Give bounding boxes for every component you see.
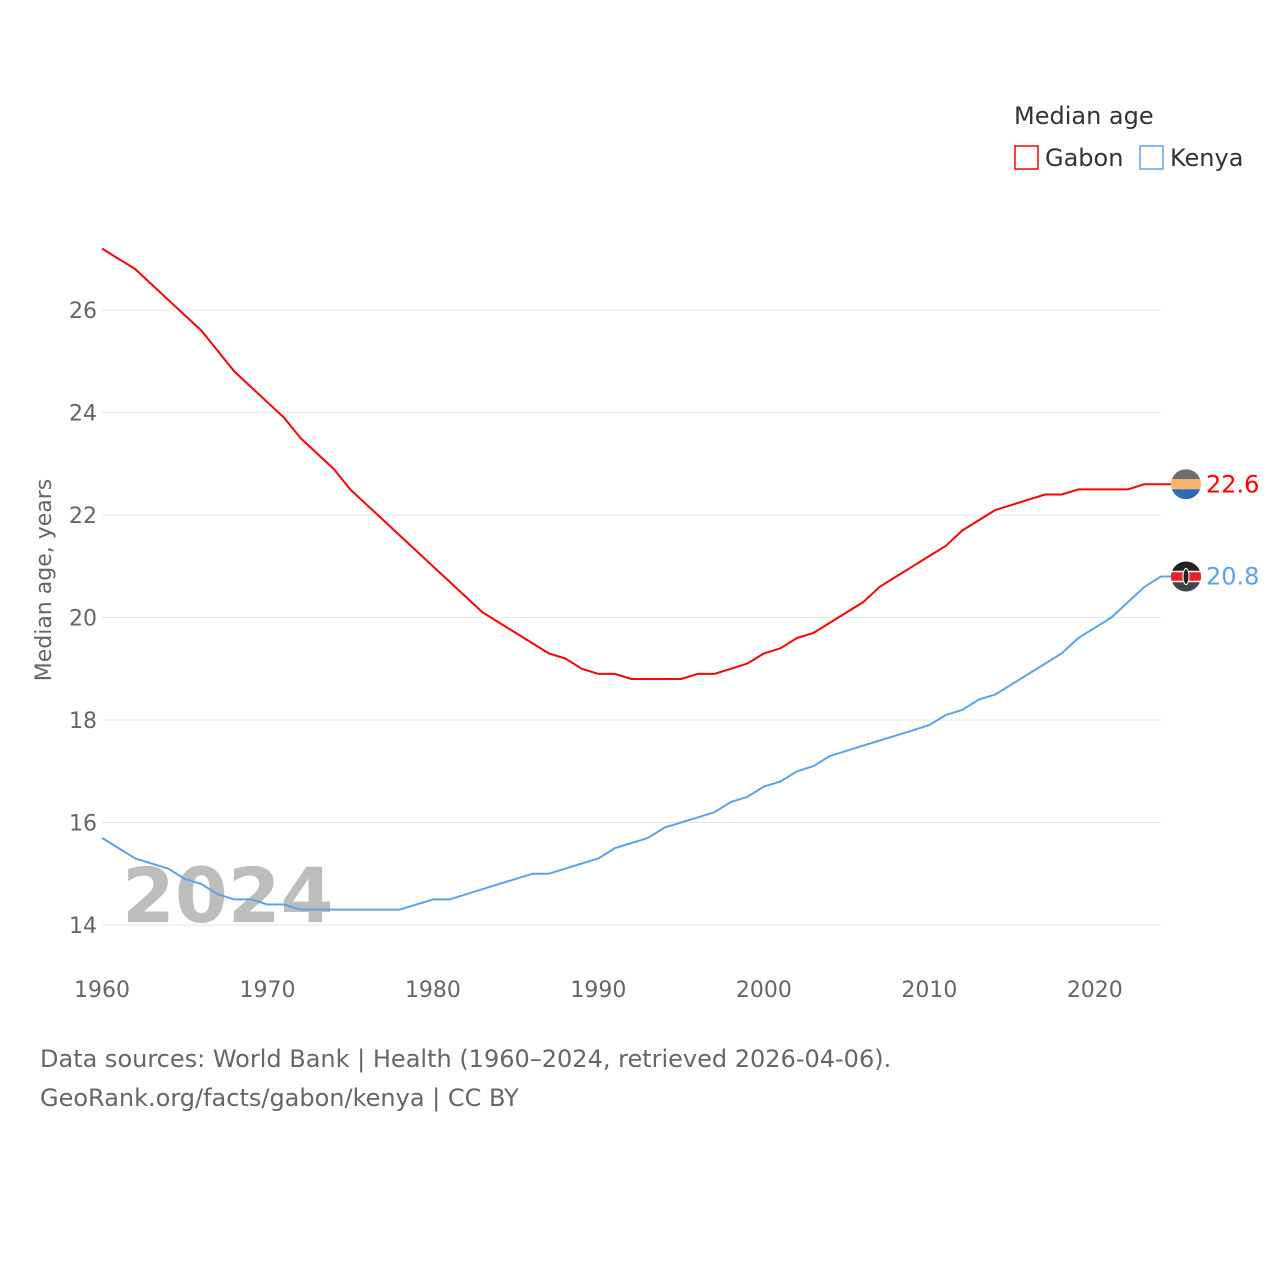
series-line-gabon[interactable] bbox=[101, 247, 1161, 680]
y-axis-label: Median age, years bbox=[32, 479, 57, 682]
x-tick-label: 2000 bbox=[736, 978, 792, 1003]
legend-label-gabon[interactable]: Gabon bbox=[1045, 144, 1123, 172]
series-lines bbox=[101, 247, 1162, 911]
legend-title: Median age bbox=[1014, 102, 1154, 130]
legend-swatch-gabon[interactable] bbox=[1014, 145, 1039, 170]
y-tick-label: 26 bbox=[69, 299, 97, 324]
x-tick-label: 1970 bbox=[239, 978, 295, 1003]
y-tick-label: 18 bbox=[69, 709, 97, 734]
end-value-label-kenya: 20.8 bbox=[1206, 563, 1259, 591]
data-source-text: Data sources: World Bank | Health (1960–… bbox=[40, 1045, 892, 1073]
legend-label-kenya[interactable]: Kenya bbox=[1170, 144, 1243, 172]
y-axis-ticks: 14 16 18 20 22 24 26 bbox=[69, 299, 97, 939]
flag-icon-gabon bbox=[1171, 469, 1201, 500]
x-tick-label: 2010 bbox=[901, 978, 957, 1003]
series-line-kenya[interactable] bbox=[101, 575, 1162, 911]
x-tick-label: 1960 bbox=[74, 978, 130, 1003]
y-tick-label: 16 bbox=[69, 812, 97, 837]
y-tick-label: 20 bbox=[69, 607, 97, 632]
x-tick-label: 2020 bbox=[1067, 978, 1123, 1003]
x-tick-label: 1990 bbox=[570, 978, 626, 1003]
end-value-label-gabon: 22.6 bbox=[1206, 470, 1259, 498]
series-end-labels: 22.6 20.8 bbox=[1161, 469, 1259, 592]
y-tick-label: 24 bbox=[69, 402, 97, 427]
x-axis-ticks: 1960 1970 1980 1990 2000 2010 2020 bbox=[74, 978, 1123, 1003]
legend-swatch-kenya[interactable] bbox=[1139, 145, 1164, 170]
y-tick-label: 14 bbox=[69, 914, 97, 939]
attribution-link[interactable]: GeoRank.org/facts/gabon/kenya | CC BY bbox=[40, 1084, 519, 1112]
grid-lines bbox=[102, 309, 1161, 926]
flag-icon-kenya bbox=[1171, 561, 1201, 592]
y-tick-label: 22 bbox=[69, 504, 97, 529]
x-tick-label: 1980 bbox=[405, 978, 461, 1003]
legend: Median age Gabon Kenya bbox=[1014, 102, 1243, 172]
